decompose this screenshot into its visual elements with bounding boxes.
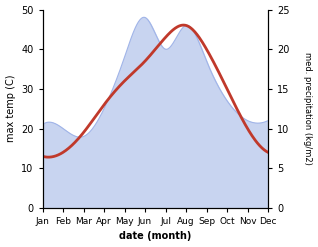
Y-axis label: med. precipitation (kg/m2): med. precipitation (kg/m2): [303, 52, 313, 165]
X-axis label: date (month): date (month): [119, 231, 191, 242]
Y-axis label: max temp (C): max temp (C): [5, 75, 16, 143]
